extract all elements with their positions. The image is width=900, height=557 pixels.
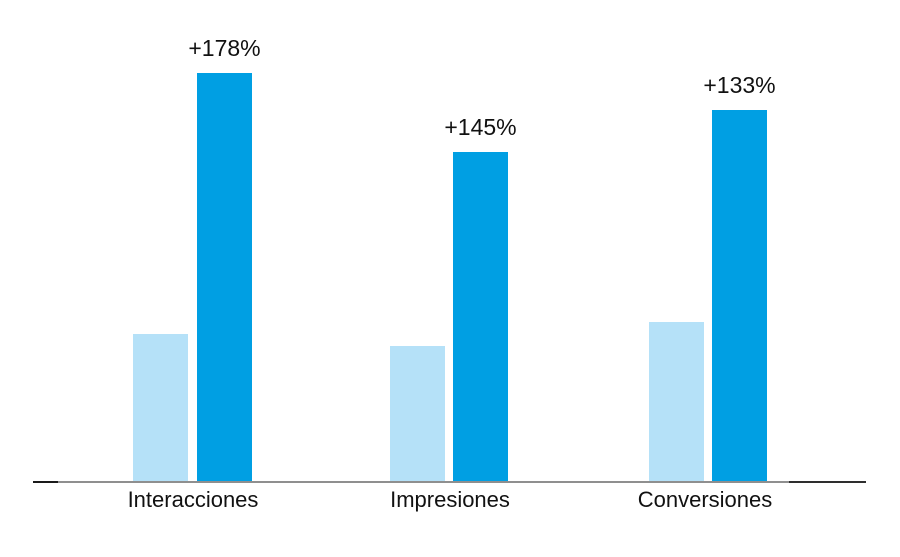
growth-bar-0 [197, 73, 252, 481]
x-axis-main [33, 481, 866, 483]
pct-label-1: +145% [444, 114, 517, 140]
x-axis-right-tip [789, 481, 866, 483]
pct-label-0: +178% [188, 35, 261, 61]
x-axis-left-tip [33, 481, 58, 483]
category-label-2: Conversiones [637, 487, 773, 512]
growth-bar-2 [712, 110, 767, 481]
base-bar-2 [649, 322, 704, 481]
base-bar-1 [390, 346, 445, 481]
base-bar-0 [133, 334, 188, 481]
pct-label-2: +133% [703, 72, 776, 98]
category-label-0: Interacciones [127, 487, 259, 512]
growth-bar-1 [453, 152, 508, 481]
category-label-1: Impresiones [390, 487, 510, 512]
